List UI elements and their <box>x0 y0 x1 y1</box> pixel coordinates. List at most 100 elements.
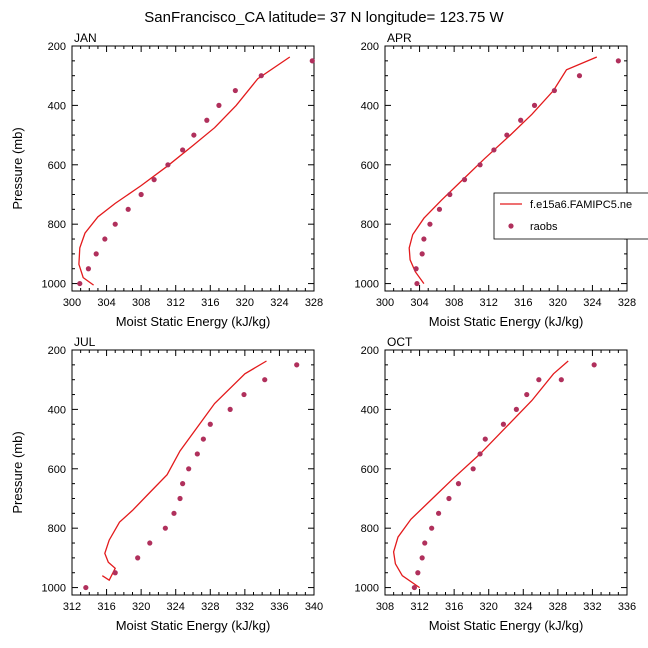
x-tick-label: 336 <box>618 601 636 613</box>
raobs-point <box>258 73 264 79</box>
raobs-point <box>232 87 238 94</box>
raobs-point <box>413 266 419 272</box>
x-tick-label: 324 <box>583 297 601 309</box>
y-tick-label: 200 <box>48 345 66 357</box>
raobs-point <box>216 102 222 108</box>
x-tick-label: 332 <box>583 601 601 613</box>
x-tick-label: 316 <box>514 297 532 309</box>
raobs-point <box>461 177 468 183</box>
plot-frame <box>71 349 315 596</box>
panel-jan: JAN 300 304 308 312 316 320 324 328 200 400 600 800 1… <box>10 31 323 329</box>
legend-label: raobs <box>530 221 558 233</box>
model-line <box>392 360 569 589</box>
x-tick-label: 304 <box>410 297 428 309</box>
x-tick-label: 312 <box>167 297 185 309</box>
x-axis-title: Moist Static Energy (kJ/kg) <box>116 314 271 329</box>
y-axis-title: Pressure (mb) <box>10 431 25 513</box>
x-tick-label: 324 <box>270 297 288 309</box>
raobs-point <box>125 206 131 212</box>
raobs-point <box>262 377 268 383</box>
panel-label: JAN <box>74 31 97 45</box>
y-tick-label: 800 <box>48 523 66 535</box>
panel-oct: OCT 308 312 316 320 324 328 332 336 200 400 600 800 1… <box>355 335 637 633</box>
x-tick-label: 324 <box>167 601 185 613</box>
raobs-point <box>102 236 108 242</box>
legend: f.e15a6.FAMIPC5.ne raobs <box>493 192 648 240</box>
figure-title: SanFrancisco_CA latitude= 37 N longitude… <box>144 9 504 26</box>
x-tick-label: 316 <box>201 297 219 309</box>
y-tick-label: 400 <box>48 100 66 112</box>
x-tick-label: 320 <box>132 601 150 613</box>
y-axis-title: Pressure (mb) <box>10 127 25 209</box>
y-tick-label: 400 <box>361 100 379 112</box>
raobs-point <box>194 451 200 457</box>
model-line <box>101 360 267 582</box>
x-tick-label: 304 <box>97 297 115 309</box>
raobs-point <box>524 391 530 398</box>
raobs-point <box>241 391 247 398</box>
x-tick-label: 312 <box>410 601 428 613</box>
raobs-point <box>504 132 510 138</box>
raobs-point <box>435 510 442 516</box>
x-tick-label: 308 <box>376 601 394 613</box>
raobs-point <box>227 406 233 412</box>
raobs-point <box>135 555 141 561</box>
raobs-point <box>477 162 483 168</box>
x-tick-label: 308 <box>445 297 463 309</box>
raobs-point <box>151 177 157 183</box>
raobs-point <box>112 570 118 576</box>
x-tick-label: 332 <box>236 601 254 613</box>
x-tick-label: 312 <box>63 601 81 613</box>
raobs-point <box>177 495 183 502</box>
y-tick-label: 800 <box>361 219 379 231</box>
y-tick-label: 400 <box>48 404 66 416</box>
y-tick-label: 1000 <box>42 583 66 595</box>
raobs-point <box>427 221 433 227</box>
raobs-point <box>477 451 483 457</box>
raobs-point <box>422 540 428 546</box>
raobs-point <box>415 570 421 576</box>
y-tick-label: 600 <box>361 464 379 476</box>
x-tick-label: 308 <box>132 297 150 309</box>
y-tick-label: 200 <box>48 41 66 53</box>
x-tick-label: 328 <box>201 601 219 613</box>
raobs-point <box>491 147 497 153</box>
raobs-point <box>591 362 597 368</box>
x-tick-label: 328 <box>305 297 323 309</box>
legend-marker-swatch <box>508 223 514 229</box>
raobs-point <box>93 251 99 257</box>
raobs-point <box>191 132 197 138</box>
raobs-point <box>85 266 92 272</box>
model-line <box>408 56 598 284</box>
raobs-point <box>551 87 558 94</box>
raobs-point <box>446 495 452 502</box>
raobs-point <box>77 280 83 287</box>
y-tick-label: 400 <box>361 404 379 416</box>
x-tick-label: 320 <box>549 297 567 309</box>
raobs-point <box>138 191 144 198</box>
raobs-point <box>171 510 177 516</box>
raobs-point <box>204 117 210 123</box>
legend-label: f.e15a6.FAMIPC5.ne <box>530 199 632 211</box>
y-tick-label: 1000 <box>355 279 379 291</box>
x-axis-title: Moist Static Energy (kJ/kg) <box>116 618 271 633</box>
panel-label: JUL <box>74 335 96 349</box>
raobs-point <box>83 584 89 591</box>
x-tick-label: 340 <box>305 601 323 613</box>
panel-jul: JUL 312 316 320 324 328 332 336 340 200 400 600 800 1… <box>10 335 323 633</box>
raobs-point <box>500 421 507 427</box>
y-tick-label: 800 <box>361 523 379 535</box>
x-tick-label: 324 <box>514 601 532 613</box>
raobs-point <box>165 162 171 168</box>
raobs-point <box>411 584 417 591</box>
raobs-point <box>513 406 519 412</box>
y-tick-label: 1000 <box>355 583 379 595</box>
raobs-point <box>447 191 453 198</box>
raobs-point <box>147 540 153 546</box>
raobs-point <box>207 421 213 427</box>
legend-box <box>493 192 648 240</box>
raobs-point <box>419 251 425 257</box>
raobs-point <box>518 117 524 123</box>
raobs-point <box>294 362 300 368</box>
